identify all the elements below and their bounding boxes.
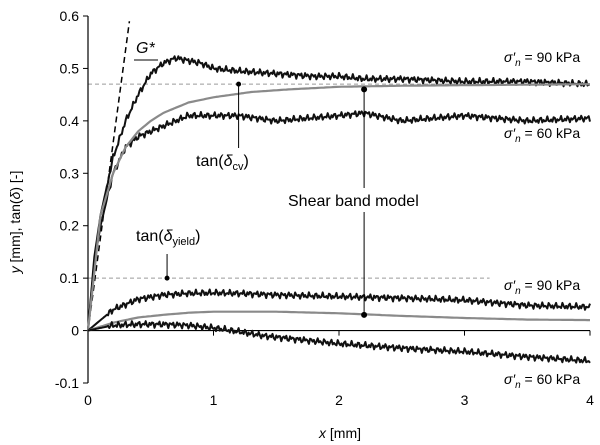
reference-lines [87, 21, 490, 331]
measured-curve [87, 288, 591, 332]
y-tick-label: 0 [71, 323, 79, 339]
g-star-label: G* [136, 40, 155, 57]
tan-cv-marker [236, 81, 242, 87]
y-tick-label: -0.1 [55, 375, 79, 391]
tan-yield-marker [164, 275, 170, 281]
series-label-lower-90kpa: σ′n = 90 kPa [504, 277, 580, 297]
ticks: -0.1 0 0.1 0.2 0.3 0.4 0.5 0.6 0 1 2 3 4 [55, 8, 594, 408]
y-tick-label: 0.3 [60, 165, 80, 181]
x-tick-label: 3 [461, 392, 469, 408]
x-tick-label: 0 [84, 392, 92, 408]
y-tick-label: 0.2 [60, 218, 80, 234]
y-tick-label: 0.4 [60, 113, 80, 129]
x-tick-label: 2 [335, 392, 343, 408]
model-marker-lower [361, 311, 368, 318]
model-marker-upper [361, 86, 368, 93]
series [86, 55, 591, 364]
measured-curve [87, 320, 591, 364]
x-tick-label: 1 [210, 392, 218, 408]
x-axis-label: x [mm] [318, 425, 361, 441]
measured-curve [87, 110, 591, 331]
model-curve [86, 83, 590, 331]
series-label-upper-60kpa: σ′n = 60 kPa [504, 125, 580, 145]
tan-delta-cv-label: tan(δcv) [196, 153, 249, 173]
tangent-line-g-star [87, 21, 131, 331]
model-curve [87, 310, 590, 332]
tan-delta-yield-label: tan(δyield) [136, 228, 200, 248]
measured-curve [87, 55, 590, 331]
y-tick-label: 0.6 [60, 8, 80, 24]
y-tick-label: 0.5 [60, 60, 80, 76]
y-tick-label: 0.1 [60, 270, 80, 286]
y-axis-label: y [mm], tan(δ) [-] [7, 171, 23, 275]
series-label-upper-90kpa: σ′n = 90 kPa [504, 49, 580, 69]
annotations [134, 59, 368, 318]
x-tick-label: 4 [586, 392, 594, 408]
shear-band-model-label: Shear band model [288, 193, 419, 210]
series-label-lower-60kpa: σ′n = 60 kPa [504, 371, 580, 391]
